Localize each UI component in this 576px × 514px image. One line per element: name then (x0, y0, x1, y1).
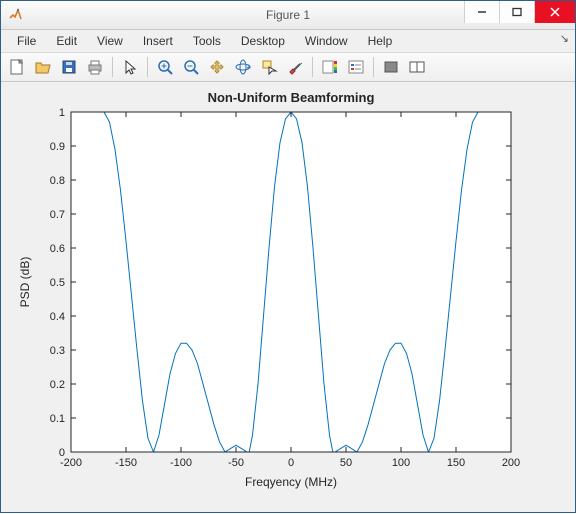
x-tick-label: -100 (170, 457, 192, 469)
window-buttons (464, 1, 575, 29)
x-axis-label: Freqyency (MHz) (245, 475, 337, 489)
x-tick-label: -50 (228, 457, 244, 469)
toolbar-separator (112, 57, 113, 77)
x-tick-label: 0 (288, 457, 294, 469)
hide-plot-tools-icon[interactable] (405, 55, 429, 79)
pan-icon[interactable] (205, 55, 229, 79)
save-icon[interactable] (57, 55, 81, 79)
new-figure-icon[interactable] (5, 55, 29, 79)
y-tick-label: 1 (59, 107, 65, 119)
menu-edit[interactable]: Edit (46, 32, 87, 50)
zoom-in-icon[interactable] (153, 55, 177, 79)
minimize-button[interactable] (464, 1, 499, 23)
y-axis-label: PSD (dB) (18, 257, 32, 308)
y-tick-label: 0.1 (50, 413, 65, 425)
y-tick-label: 0.7 (50, 209, 65, 221)
y-tick-label: 0.5 (50, 277, 65, 289)
menu-tools[interactable]: Tools (183, 32, 231, 50)
figure-area: -200-150-100-5005010015020000.10.20.30.4… (1, 82, 575, 512)
menu-desktop[interactable]: Desktop (231, 32, 295, 50)
insert-legend-icon[interactable] (344, 55, 368, 79)
x-tick-label: 150 (447, 457, 465, 469)
pointer-icon[interactable] (118, 55, 142, 79)
menubar-overflow-icon[interactable]: ↘ (560, 32, 569, 45)
toolbar (1, 53, 575, 82)
y-tick-label: 0.9 (50, 141, 65, 153)
rotate-3d-icon[interactable] (231, 55, 255, 79)
zoom-out-icon[interactable] (179, 55, 203, 79)
chart-title: Non-Uniform Beamforming (208, 90, 375, 105)
open-icon[interactable] (31, 55, 55, 79)
menu-view[interactable]: View (87, 32, 133, 50)
y-tick-label: 0.2 (50, 379, 65, 391)
print-icon[interactable] (83, 55, 107, 79)
matlab-app-icon (7, 6, 25, 24)
y-tick-label: 0.3 (50, 345, 65, 357)
insert-colorbar-icon[interactable] (318, 55, 342, 79)
toolbar-separator (312, 57, 313, 77)
figure-window: Figure 1 FileEditViewInsertToolsDesktopW… (0, 0, 576, 513)
y-tick-label: 0 (59, 447, 65, 459)
titlebar: Figure 1 (1, 1, 575, 30)
chart-svg: -200-150-100-5005010015020000.10.20.30.4… (1, 82, 575, 514)
brush-icon[interactable] (283, 55, 307, 79)
close-button[interactable] (534, 1, 575, 23)
x-tick-label: -150 (115, 457, 137, 469)
menu-help[interactable]: Help (358, 32, 403, 50)
y-tick-label: 0.6 (50, 243, 65, 255)
maximize-button[interactable] (499, 1, 534, 23)
data-cursor-icon[interactable] (257, 55, 281, 79)
y-tick-label: 0.4 (50, 311, 65, 323)
x-tick-label: 100 (392, 457, 410, 469)
menu-file[interactable]: File (7, 32, 46, 50)
menu-insert[interactable]: Insert (133, 32, 183, 50)
menubar: FileEditViewInsertToolsDesktopWindowHelp… (1, 30, 575, 53)
x-tick-label: 200 (502, 457, 520, 469)
menu-window[interactable]: Window (295, 32, 358, 50)
toolbar-separator (373, 57, 374, 77)
y-tick-label: 0.8 (50, 175, 65, 187)
toolbar-separator (147, 57, 148, 77)
link-plot-icon[interactable] (379, 55, 403, 79)
x-tick-label: 50 (340, 457, 352, 469)
